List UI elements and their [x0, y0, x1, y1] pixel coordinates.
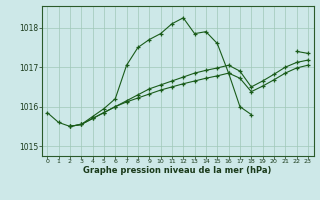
X-axis label: Graphe pression niveau de la mer (hPa): Graphe pression niveau de la mer (hPa) — [84, 166, 272, 175]
